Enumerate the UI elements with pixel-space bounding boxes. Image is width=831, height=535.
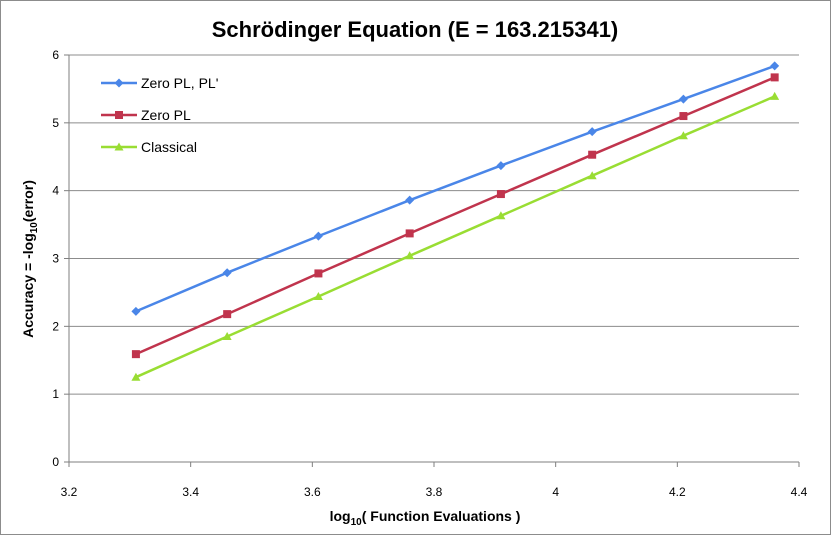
data-point-2-3 bbox=[405, 251, 415, 260]
y-tick-label: 2 bbox=[52, 319, 59, 333]
legend-label-1: Zero PL bbox=[141, 107, 191, 123]
data-point-0-5 bbox=[587, 127, 597, 137]
y-tick-label: 5 bbox=[52, 116, 59, 130]
data-point-1-5 bbox=[588, 150, 597, 159]
legend-label-0: Zero PL, PL' bbox=[141, 75, 218, 91]
chart-title: Schrödinger Equation (E = 163.215341) bbox=[212, 17, 619, 42]
legend-marker-0 bbox=[114, 78, 124, 88]
data-point-2-2 bbox=[313, 291, 323, 300]
y-tick-label: 4 bbox=[52, 184, 59, 198]
x-tick-label: 3.2 bbox=[61, 485, 78, 499]
x-axis-label: log10( Function Evaluations ) bbox=[330, 508, 521, 528]
data-point-0-6 bbox=[678, 94, 688, 104]
data-point-0-3 bbox=[405, 195, 415, 205]
data-point-1-3 bbox=[405, 229, 414, 238]
data-point-2-6 bbox=[678, 131, 688, 140]
y-axis-label: Accuracy = -log10(error) bbox=[20, 180, 40, 338]
data-point-0-4 bbox=[496, 161, 506, 171]
data-point-0-0 bbox=[131, 306, 141, 316]
data-point-0-7 bbox=[770, 61, 780, 71]
data-point-1-2 bbox=[314, 269, 323, 278]
y-tick-labels: 0 1 2 3 4 5 6 bbox=[52, 48, 59, 469]
data-point-2-7 bbox=[770, 91, 780, 100]
x-tick-label: 4 bbox=[552, 485, 559, 499]
y-tick-label: 1 bbox=[52, 387, 59, 401]
data-point-2-5 bbox=[587, 171, 597, 180]
legend: Zero PL, PL' Zero PL Classical bbox=[101, 75, 218, 155]
data-point-1-4 bbox=[496, 190, 505, 199]
series-group bbox=[131, 61, 780, 381]
legend-marker-1 bbox=[115, 111, 123, 119]
data-point-0-2 bbox=[313, 231, 323, 241]
gridlines bbox=[69, 54, 799, 395]
data-point-0-1 bbox=[222, 268, 232, 278]
x-tick-label: 3.8 bbox=[426, 485, 443, 499]
legend-label-2: Classical bbox=[141, 139, 197, 155]
data-point-2-4 bbox=[496, 211, 506, 220]
x-tick-label: 3.6 bbox=[304, 485, 321, 499]
x-tick-label: 3.4 bbox=[182, 485, 199, 499]
x-tick-label: 4.4 bbox=[791, 485, 808, 499]
y-tick-label: 3 bbox=[52, 252, 59, 266]
legend-marker-2 bbox=[114, 142, 124, 151]
x-tick-label: 4.2 bbox=[669, 485, 686, 499]
data-point-1-1 bbox=[223, 310, 232, 319]
y-tick-label: 6 bbox=[52, 48, 59, 62]
series-line-1 bbox=[135, 76, 776, 356]
data-point-1-7 bbox=[770, 73, 779, 82]
series-line-2 bbox=[135, 95, 776, 379]
y-tick-label: 0 bbox=[52, 455, 59, 469]
data-point-2-1 bbox=[222, 332, 232, 341]
axes bbox=[64, 54, 800, 467]
data-point-1-6 bbox=[679, 112, 688, 121]
series-line-0 bbox=[135, 64, 776, 313]
x-tick-labels: 3.2 3.4 3.6 3.8 4 4.2 4.4 bbox=[61, 485, 808, 499]
data-point-2-0 bbox=[131, 372, 141, 381]
data-point-1-0 bbox=[131, 350, 140, 359]
